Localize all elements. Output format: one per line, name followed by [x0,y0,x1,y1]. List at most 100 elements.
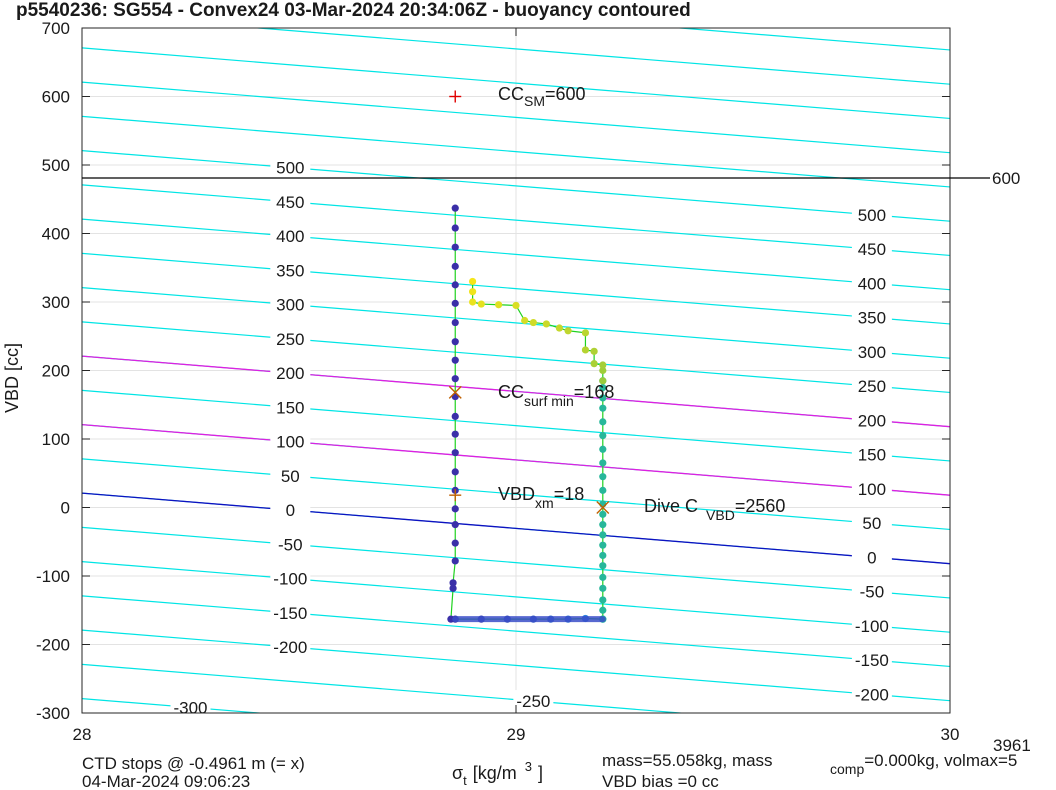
buoyancy-contour-line [82,561,950,633]
y-tick-label: -300 [36,704,70,723]
data-point-ascent [599,573,607,581]
contour-label-right: 400 [858,274,886,293]
cc-surf-min-annotation: CCsurf min=168 [498,382,614,409]
data-series [447,204,607,623]
buoyancy-contour-line [82,595,950,668]
contour-label-bg [270,225,311,246]
cc-sm-value: =600 [545,84,586,104]
x-axis-label: σt [kg/m 3] [452,759,543,788]
contour-label-bg [851,546,892,567]
contour-label-bg [851,375,892,396]
data-point-descent [451,204,459,212]
contour-label-right: 350 [858,309,886,328]
data-point-ascent [599,431,607,440]
data-point-descent [451,521,459,529]
buoyancy-contour-line [82,698,267,713]
data-point-surface [495,301,503,309]
buoyancy-contour-line [82,81,950,154]
data-point-surface [581,329,590,337]
x-tick-label: 30 [941,725,960,744]
data-point-ascent [599,510,607,518]
x-axis-sub: t [463,773,467,788]
data-point-surface [564,327,572,335]
data-point-descent [451,468,459,476]
buoyancy-contour-line [82,321,950,394]
data-point-surface [590,347,598,355]
contour-label-bg [851,683,892,704]
y-tick-label: 300 [42,293,70,312]
x-axis-units: [kg/m [473,763,517,783]
contour-label-bg [270,636,311,657]
mass-part-b: =0.000kg, volmax=5 [864,751,1017,770]
vbd-xm-annotation: VBDxm=18 [498,484,584,511]
cc-sm-main: CC [498,84,524,104]
data-point-descent [451,412,459,420]
contour-label-bg [851,340,892,361]
data-point-ascent [599,531,607,539]
data-point-surface [469,298,477,306]
y-tick-label: 700 [42,19,70,38]
data-point-descent [451,356,459,364]
volmax-sup-text: 3961 [993,736,1031,755]
reference-lines [82,355,950,565]
data-point-descent [451,557,459,565]
contour-label-right: 200 [858,411,886,430]
data-point-descent [451,505,459,513]
contour-label-right: 500 [858,206,886,225]
buoyancy-contour-line [82,252,950,325]
x-axis-sigma: σ [452,763,463,783]
cc-surf-min-marker [448,385,462,399]
contour-label-bg [851,580,892,601]
data-point-ascent [599,459,607,467]
data-point-ascent [599,551,607,560]
contour-label-left: -200 [273,638,307,657]
contour-label-bg [851,272,892,293]
buoyancy-contour-line [82,115,950,188]
data-point-descent [451,539,459,547]
data-point-surface [521,316,529,325]
timestamp-text: 04-Mar-2024 09:06:23 [82,772,250,790]
contour-label-left: -150 [273,604,307,623]
data-point-surface [599,377,607,385]
data-point-surface [542,320,550,328]
data-point-surface [581,346,590,354]
contour-label-left: -50 [278,535,303,554]
contour-label-left: 200 [276,364,304,383]
contour-label-bg [851,512,892,533]
y-tick-label: -200 [36,636,70,655]
data-point-ascent [599,541,607,549]
data-point-ascent [599,445,607,453]
data-point-surface [512,301,520,310]
contour-label-right: 150 [858,446,886,465]
y-tick-label: 200 [42,362,70,381]
contour-label-bg [270,396,311,417]
buoyancy-contour-line [251,28,950,85]
contour-label-right: 100 [858,480,886,499]
mass-part-a: mass=55.058kg, mass [602,751,773,770]
data-point-ascent [599,418,607,426]
data-point-ascent [599,384,607,392]
buoyancy-contour-line [82,389,950,462]
x-axis-sup: 3 [525,759,532,774]
annotation-markers [448,90,610,514]
x-axis-close: ] [538,763,543,783]
contour-label-bg [270,430,311,451]
data-point-ascent [599,606,607,614]
contour-label-bg [270,533,311,554]
x-tick-label: 28 [73,725,92,744]
y-tick-label: 100 [42,430,70,449]
contour-label-bg [270,293,311,314]
data-point-descent [451,375,459,383]
contour-label-bg [270,499,311,520]
contour-label-left: 300 [276,296,304,315]
contour-label-bg [270,190,311,211]
y-tick-label: 400 [42,225,70,244]
data-point-descent [451,262,459,270]
contour-label-right: -100 [855,617,889,636]
vbd-xm-value: =18 [554,484,585,504]
contour-label-bg [270,362,311,383]
data-point-descent [451,281,459,289]
contour-label-bg [270,601,311,622]
data-point-descent [449,584,457,592]
